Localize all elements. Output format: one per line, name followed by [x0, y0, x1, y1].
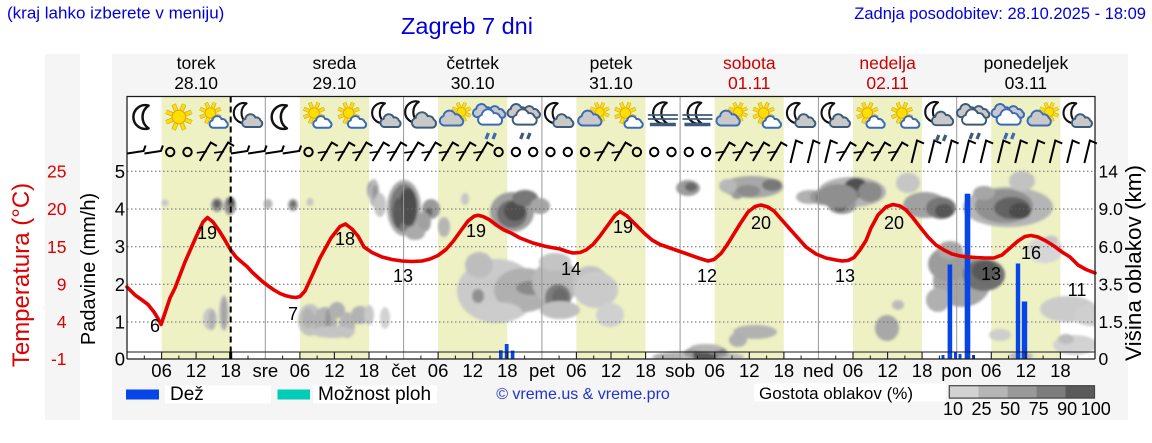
- svg-text:(kraj lahko izberete v meniju): (kraj lahko izberete v meniju): [7, 4, 224, 23]
- svg-text:4: 4: [115, 199, 125, 220]
- svg-text:3.5: 3.5: [1099, 275, 1123, 295]
- svg-text:19: 19: [613, 217, 633, 237]
- svg-text:12: 12: [601, 360, 622, 381]
- svg-text:Možnost ploh: Možnost ploh: [318, 384, 431, 405]
- svg-text:25: 25: [971, 399, 991, 419]
- svg-text:30.10: 30.10: [451, 73, 495, 93]
- svg-text:15: 15: [47, 237, 66, 257]
- svg-text:12: 12: [1016, 360, 1037, 381]
- svg-text:28.10: 28.10: [174, 73, 218, 93]
- svg-text:Dež: Dež: [170, 384, 204, 405]
- svg-text:03.11: 03.11: [1005, 73, 1048, 93]
- svg-text:pet: pet: [529, 360, 555, 381]
- svg-text:Gostota oblakov (%): Gostota oblakov (%): [759, 384, 913, 403]
- svg-text:06: 06: [704, 360, 725, 381]
- svg-text:7: 7: [288, 304, 298, 324]
- svg-text:3: 3: [115, 236, 125, 257]
- svg-text:18: 18: [912, 360, 933, 381]
- svg-text:sreda: sreda: [313, 53, 357, 73]
- svg-text:6.0: 6.0: [1099, 237, 1124, 257]
- svg-text:14: 14: [561, 259, 581, 279]
- svg-text:petek: petek: [590, 53, 633, 73]
- svg-text:100: 100: [1081, 399, 1111, 419]
- svg-text:Zadnja posodobitev: 28.10.2025: Zadnja posodobitev: 28.10.2025 - 18:09: [854, 5, 1146, 23]
- svg-text:06: 06: [843, 360, 864, 381]
- svg-text:25: 25: [47, 162, 66, 182]
- svg-text:18: 18: [635, 360, 656, 381]
- svg-text:14: 14: [1099, 162, 1119, 182]
- svg-text:© vreme.us & vreme.pro: © vreme.us & vreme.pro: [496, 386, 670, 403]
- svg-text:18: 18: [220, 360, 241, 381]
- svg-text:18: 18: [1050, 360, 1071, 381]
- svg-text:0: 0: [115, 349, 125, 370]
- svg-text:06: 06: [566, 360, 587, 381]
- svg-text:9.0: 9.0: [1099, 199, 1124, 219]
- svg-text:06: 06: [151, 360, 172, 381]
- svg-text:1.5: 1.5: [1099, 312, 1123, 332]
- svg-text:nedelja: nedelja: [859, 53, 916, 73]
- svg-text:06: 06: [290, 360, 311, 381]
- svg-text:Višina oblakov (km): Višina oblakov (km): [1121, 165, 1146, 361]
- svg-text:18: 18: [774, 360, 795, 381]
- svg-text:02.11: 02.11: [866, 73, 909, 93]
- svg-text:12: 12: [877, 360, 898, 381]
- svg-text:Zagreb 7 dni: Zagreb 7 dni: [401, 13, 533, 39]
- svg-text:18: 18: [359, 360, 380, 381]
- svg-text:12: 12: [697, 266, 717, 286]
- svg-text:20: 20: [751, 213, 771, 233]
- svg-text:18: 18: [335, 229, 355, 249]
- svg-text:četrtek: četrtek: [446, 53, 499, 73]
- svg-text:6: 6: [150, 316, 160, 336]
- svg-text:06: 06: [428, 360, 449, 381]
- svg-text:01.11: 01.11: [728, 73, 771, 93]
- svg-text:ned: ned: [803, 360, 834, 381]
- svg-text:50: 50: [1000, 399, 1020, 419]
- svg-text:9: 9: [57, 275, 67, 295]
- svg-text:20: 20: [47, 199, 67, 219]
- svg-text:-1: -1: [51, 349, 67, 369]
- svg-text:19: 19: [466, 221, 486, 241]
- svg-text:torek: torek: [177, 53, 216, 73]
- svg-text:12: 12: [462, 360, 483, 381]
- svg-text:ponedeljek: ponedeljek: [984, 53, 1069, 73]
- svg-text:13: 13: [835, 266, 855, 286]
- svg-text:sre: sre: [252, 360, 278, 381]
- svg-text:29.10: 29.10: [313, 73, 357, 93]
- svg-text:12: 12: [324, 360, 345, 381]
- svg-text:19: 19: [197, 223, 217, 243]
- svg-text:11: 11: [1068, 280, 1087, 300]
- svg-text:1: 1: [115, 312, 125, 333]
- svg-text:10: 10: [943, 399, 963, 419]
- svg-text:0: 0: [1099, 349, 1109, 369]
- svg-text:12: 12: [739, 360, 760, 381]
- svg-text:pon: pon: [941, 360, 972, 381]
- svg-text:Temperatura (°C): Temperatura (°C): [8, 183, 35, 367]
- svg-text:sobota: sobota: [723, 53, 776, 73]
- svg-text:čet: čet: [391, 360, 416, 381]
- svg-text:4: 4: [57, 312, 67, 332]
- svg-text:13: 13: [981, 264, 1001, 284]
- svg-text:06: 06: [981, 360, 1002, 381]
- svg-text:13: 13: [393, 266, 413, 286]
- svg-text:31.10: 31.10: [589, 73, 633, 93]
- svg-text:Padavine (mm/h): Padavine (mm/h): [78, 193, 100, 345]
- svg-text:90: 90: [1057, 399, 1077, 419]
- svg-text:18: 18: [497, 360, 518, 381]
- svg-text:12: 12: [186, 360, 207, 381]
- svg-text:sob: sob: [665, 360, 695, 381]
- svg-text:20: 20: [884, 213, 904, 233]
- svg-text:2: 2: [115, 274, 125, 295]
- svg-text:16: 16: [1021, 243, 1041, 263]
- svg-text:75: 75: [1029, 399, 1049, 419]
- svg-text:5: 5: [115, 161, 125, 182]
